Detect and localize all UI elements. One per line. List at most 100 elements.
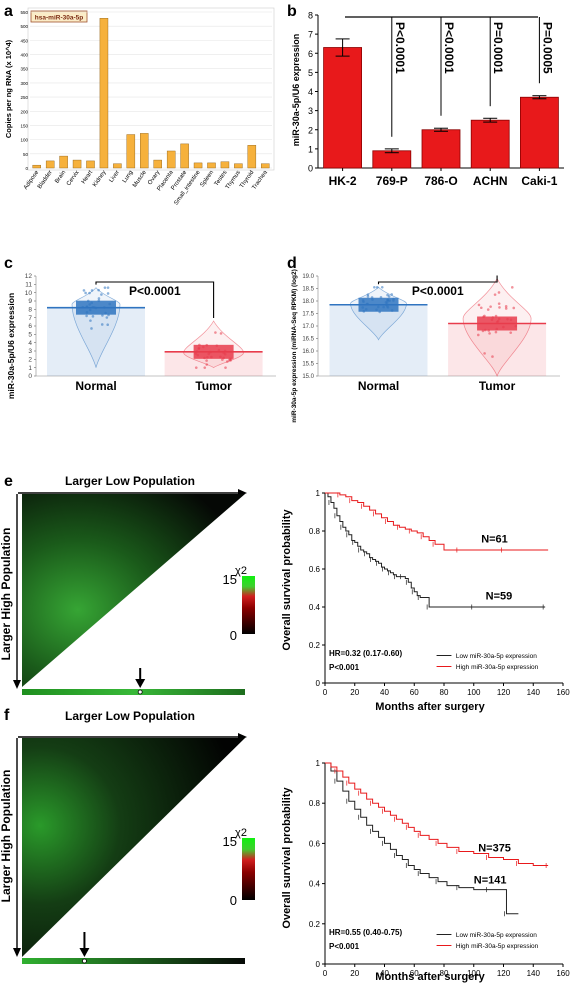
panel-f-heatmap: Larger Low Population Larger High Popula… bbox=[0, 709, 255, 964]
panel-d-data-point bbox=[488, 332, 491, 335]
panel-b-pvalue: P=0.0001 bbox=[491, 22, 505, 74]
panel-c-data-point bbox=[84, 291, 87, 295]
panel-c-data-point bbox=[100, 293, 103, 296]
panel-d-ylabel: miR-30a-5p expression (miRNA-Seq RPKM) (… bbox=[291, 269, 298, 423]
panel-e-marker-dot bbox=[137, 689, 143, 695]
panel-c-mean-column bbox=[47, 307, 145, 376]
panel-d-data-point bbox=[380, 285, 384, 289]
panel-f-km-survival-line bbox=[325, 762, 549, 867]
panel-c-data-point bbox=[219, 332, 223, 335]
panel-a-bar bbox=[59, 155, 68, 169]
panel-a-bar bbox=[153, 159, 162, 169]
panel-e-xlabel: Larger Low Population bbox=[65, 474, 195, 488]
panel-c-ytick-label: 10 bbox=[25, 290, 33, 297]
panel-d-pvalue: P<0.0001 bbox=[412, 284, 464, 298]
panel-label-d: d bbox=[287, 255, 297, 272]
panel-f-km-ytick-label: 0.2 bbox=[309, 920, 321, 929]
panel-d-data-point bbox=[483, 352, 486, 355]
panel-c-ytick-label: 2 bbox=[28, 357, 32, 364]
panel-c-data-point bbox=[90, 289, 94, 292]
panel-a: hsa-miR-30a-5p Copies per ng RNA (x 10^4… bbox=[4, 7, 275, 206]
panel-b-ytick-label: 2 bbox=[308, 125, 313, 135]
panel-a-xtick-label: Cervix bbox=[66, 170, 81, 187]
panel-f-km-hr-text: HR=0.55 (0.40-0.75) bbox=[329, 928, 402, 937]
panel-label-c: c bbox=[4, 255, 13, 272]
panel-a-ytick-label: 150 bbox=[20, 123, 28, 128]
panel-a-bar bbox=[140, 133, 149, 169]
panel-e-marker-arrowhead bbox=[135, 679, 146, 688]
panel-e-km-ytick-label: 0.4 bbox=[309, 603, 321, 612]
panel-d-ytick-label: 17.0 bbox=[302, 324, 314, 330]
panel-a-bar bbox=[180, 143, 189, 169]
panel-e-km-n-label: N=59 bbox=[486, 590, 513, 602]
panel-d-ytick-label: 18.5 bbox=[302, 287, 314, 293]
panel-d-data-point bbox=[504, 307, 508, 310]
panel-c-data-point bbox=[106, 286, 110, 289]
panel-b-xtick-label: 786-O bbox=[424, 174, 457, 188]
panel-d-ytick-label: 19.0 bbox=[302, 274, 314, 280]
panel-e-y-arrowhead bbox=[13, 680, 21, 689]
panel-b: miR-30a-5p/U6 expression 0 1 2 3 4 5 6 7 8 HK-2 7… bbox=[291, 11, 564, 188]
panel-f-km-n-label: N=375 bbox=[478, 842, 511, 854]
panel-b-xtick-label: ACHN bbox=[473, 174, 508, 188]
panel-a-ytick-label: 250 bbox=[20, 95, 28, 100]
panel-c-data-point bbox=[82, 289, 86, 292]
panel-a-bar bbox=[45, 160, 55, 169]
panel-d-data-point bbox=[373, 285, 376, 289]
panel-c-data-point bbox=[89, 319, 92, 322]
panel-c-data-point bbox=[91, 315, 95, 318]
panel-b-ylabel: miR-30a-5p/U6 expression bbox=[291, 34, 301, 147]
panel-a-bar bbox=[32, 164, 41, 169]
panel-a-bar bbox=[86, 160, 95, 169]
panel-a-title-box bbox=[30, 10, 88, 23]
panel-c-data-point bbox=[224, 366, 227, 369]
panel-d-data-point bbox=[510, 286, 514, 289]
panel-c-data-point bbox=[100, 323, 104, 326]
panel-b-bar bbox=[470, 119, 510, 169]
panel-b-bar bbox=[372, 150, 412, 169]
panel-b-bar bbox=[323, 47, 363, 169]
panel-e-km-ytick-label: 0.6 bbox=[309, 565, 321, 574]
panel-f-y-arrowhead bbox=[13, 948, 21, 957]
panel-e-heat-strip bbox=[22, 689, 245, 695]
panel-d-data-point bbox=[386, 293, 389, 297]
panel-e-legend-min: 0 bbox=[230, 628, 237, 643]
panel-f-xlabel: Larger Low Population bbox=[65, 709, 195, 723]
panel-d: miR-30a-5p expression (miRNA-Seq RPKM) (… bbox=[291, 269, 560, 423]
panel-a-ytick-label: 300 bbox=[20, 81, 28, 86]
panel-f-km-xtick-label: 0 bbox=[323, 969, 328, 978]
panel-d-ytick-label: 18.0 bbox=[302, 299, 314, 305]
panel-a-ytick-label: 400 bbox=[20, 53, 28, 58]
panel-f-legend-bar bbox=[242, 838, 255, 900]
panel-d-data-point bbox=[489, 305, 492, 308]
panel-f-km-ytick-label: 0.6 bbox=[309, 839, 321, 848]
panel-f-km-xtick-label: 40 bbox=[380, 969, 389, 978]
panel-b-ytick-label: 3 bbox=[308, 106, 313, 116]
panel-a-ytick-label: 50 bbox=[23, 152, 29, 157]
panel-e-km-ytick-label: 0.2 bbox=[309, 641, 321, 650]
panel-c-data-point bbox=[90, 327, 93, 330]
panel-e-heat-triangle bbox=[22, 494, 245, 687]
panel-b-ytick-label: 4 bbox=[308, 87, 313, 97]
panel-d-data-point bbox=[493, 293, 497, 296]
panel-c-xtick-label: Tumor bbox=[195, 379, 232, 393]
panel-e-km-survival-line bbox=[325, 492, 546, 608]
panel-f-km-ytick-label: 1 bbox=[316, 759, 321, 768]
panel-d-data-point bbox=[390, 293, 394, 296]
panel-c-data-point bbox=[205, 363, 209, 366]
panel-a-bar bbox=[234, 163, 243, 169]
panel-e-km-xlabel: Months after surgery bbox=[375, 701, 485, 713]
panel-c-ytick-label: 8 bbox=[28, 307, 32, 314]
panel-f-km-xtick-label: 80 bbox=[440, 969, 449, 978]
panel-e-km-ytick-label: 0.8 bbox=[309, 527, 321, 536]
panel-c-data-point bbox=[225, 360, 229, 363]
panel-b-ytick-label: 6 bbox=[308, 49, 313, 59]
panel-f-km-xtick-label: 20 bbox=[350, 969, 359, 978]
panel-b-ytick-label: 0 bbox=[308, 164, 313, 174]
panel-c-ylabel: miR-30a-5p/U6 expression bbox=[6, 293, 16, 399]
panel-b-bar bbox=[421, 129, 461, 169]
panel-c-ytick-label: 6 bbox=[28, 323, 32, 330]
panel-d-ytick-label: 16.5 bbox=[302, 337, 314, 343]
panel-b-xtick-label: Caki-1 bbox=[521, 174, 557, 188]
